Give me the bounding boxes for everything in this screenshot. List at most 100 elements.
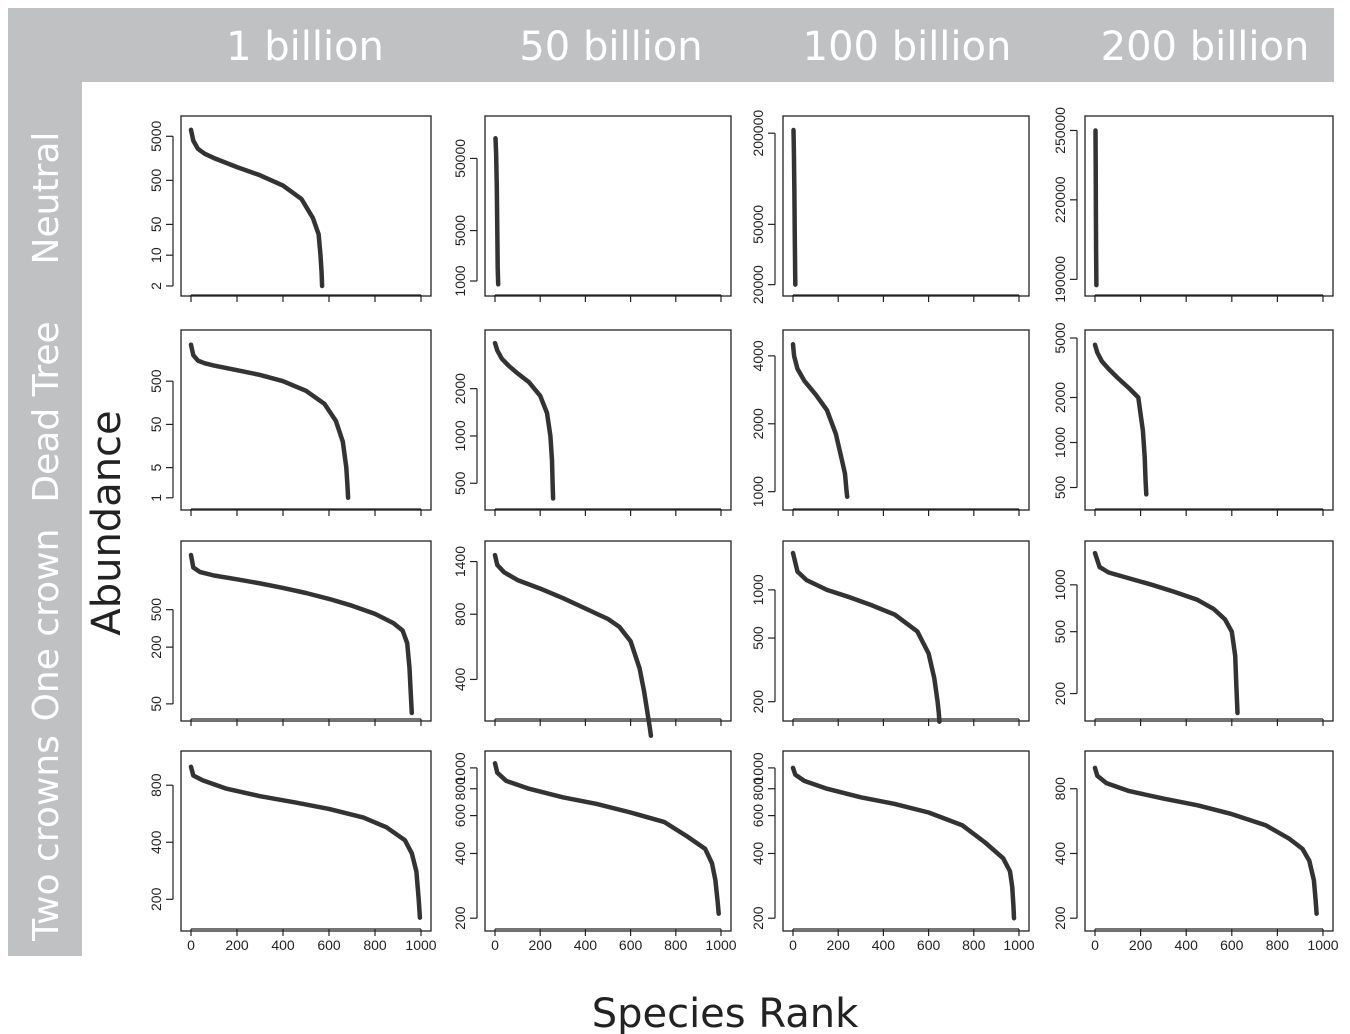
- panel-2-1: 1 5 50 500: [148, 329, 432, 516]
- panel-1-4: 190000 220000 250000: [1052, 107, 1334, 303]
- y-axis-title: Abundance: [84, 410, 130, 635]
- row-label-2: Dead Tree: [26, 321, 67, 502]
- panel-1-2: 1000 5000 50000: [452, 115, 732, 302]
- column-header-band: [8, 8, 1334, 82]
- row-label-4: Two crowns: [26, 735, 67, 942]
- y-tick-label: 500: [148, 598, 164, 622]
- x-tick-label: 0: [187, 937, 195, 953]
- series-line: [790, 550, 942, 724]
- panel-4-1: 0 200 400 600 800 1000 200 400 800: [148, 750, 437, 953]
- series-line: [790, 765, 1017, 921]
- y-tick-label: 200: [1052, 906, 1068, 930]
- panel-1-1: 2 10 50 500 5000: [148, 115, 432, 302]
- panel-frame: [180, 115, 432, 297]
- column-header-2: 50 billion: [519, 24, 702, 70]
- panel-frame: [782, 115, 1030, 297]
- series-line: [188, 342, 351, 501]
- panel-2-3: 1000 2000 4000: [750, 329, 1030, 516]
- series-line: [1092, 550, 1240, 716]
- y-tick-label: 500: [148, 369, 164, 393]
- panel-3-4: 200 500 1000: [1052, 540, 1334, 726]
- y-tick-label: 500: [750, 626, 766, 650]
- y-tick-label: 800: [750, 777, 766, 801]
- y-tick-label: 1000: [750, 476, 766, 507]
- y-tick-label: 190000: [1052, 256, 1068, 303]
- y-tick-label: 200: [148, 887, 164, 911]
- x-tick-label: 0: [491, 937, 499, 953]
- y-tick-label: 5: [148, 464, 164, 472]
- y-tick-label: 50: [148, 696, 164, 712]
- y-tick-label: 5000: [148, 121, 164, 152]
- x-axis-title: Species Rank: [592, 991, 859, 1034]
- series-line: [1092, 765, 1319, 916]
- series-line: [188, 552, 415, 716]
- panel-2-4: 500 1000 2000 5000: [1052, 322, 1334, 516]
- x-tick-label: 1000: [1307, 937, 1338, 953]
- panel-3-1: 50 200 500: [148, 540, 432, 726]
- x-tick-label: 1000: [405, 937, 436, 953]
- panel-frame: [782, 329, 1030, 511]
- panel-frame: [1084, 115, 1334, 297]
- x-tick-label: 1000: [705, 937, 736, 953]
- y-tick-label: 250000: [1052, 107, 1068, 154]
- x-tick-label: 600: [917, 937, 941, 953]
- y-tick-label: 400: [1052, 842, 1068, 866]
- x-tick-label: 200: [1129, 937, 1153, 953]
- y-tick-label: 800: [452, 777, 468, 801]
- y-tick-label: 800: [452, 602, 468, 626]
- series-line: [188, 127, 325, 289]
- y-tick-label: 400: [452, 842, 468, 866]
- y-tick-label: 50000: [452, 139, 468, 178]
- y-tick-label: 2: [148, 282, 164, 290]
- y-tick-label: 50: [148, 216, 164, 232]
- y-tick-label: 10: [148, 247, 164, 263]
- y-tick-label: 50000: [750, 205, 766, 244]
- panel-frame: [782, 750, 1030, 932]
- y-tick-label: 20000: [750, 265, 766, 304]
- series-line: [492, 761, 721, 916]
- y-tick-label: 2000: [750, 408, 766, 439]
- panel-3-2: 400 800 1400: [452, 540, 732, 738]
- y-tick-label: 1000: [1052, 569, 1068, 600]
- series-line: [1092, 342, 1149, 497]
- column-header-3: 100 billion: [803, 24, 1012, 70]
- panels-grid: 2105050050001000500050000200005000020000…: [148, 107, 1339, 953]
- panel-frame: [782, 540, 1030, 722]
- y-tick-label: 800: [1052, 777, 1068, 801]
- x-tick-label: 400: [574, 937, 598, 953]
- panel-frame: [484, 115, 732, 297]
- panel-frame: [1084, 540, 1334, 722]
- y-tick-label: 1000: [452, 752, 468, 783]
- y-tick-label: 400: [452, 668, 468, 692]
- row-label-band: [8, 8, 82, 956]
- y-tick-label: 1: [148, 494, 164, 502]
- series-line: [790, 342, 850, 499]
- series-line: [1093, 128, 1099, 288]
- x-tick-label: 0: [789, 937, 797, 953]
- x-tick-label: 800: [363, 937, 387, 953]
- x-tick-label: 800: [962, 937, 986, 953]
- x-tick-label: 800: [1266, 937, 1290, 953]
- y-tick-label: 600: [750, 804, 766, 828]
- series-line: [791, 127, 798, 287]
- x-tick-label: 200: [827, 937, 851, 953]
- panel-frame: [484, 750, 732, 932]
- x-tick-label: 1000: [1003, 937, 1034, 953]
- series-line: [188, 764, 423, 920]
- y-tick-label: 1000: [452, 420, 468, 451]
- y-tick-label: 500: [1052, 620, 1068, 644]
- panel-2-2: 500 1000 2000: [452, 329, 732, 516]
- y-tick-label: 200: [1052, 682, 1068, 706]
- y-tick-label: 500: [1052, 476, 1068, 500]
- panel-3-3: 200 500 1000: [750, 540, 1030, 726]
- y-tick-label: 500: [452, 471, 468, 495]
- row-label-1: Neutral: [26, 132, 67, 265]
- y-tick-label: 2000: [452, 373, 468, 404]
- y-tick-label: 200: [148, 635, 164, 659]
- column-header-1: 1 billion: [226, 24, 384, 70]
- x-tick-label: 800: [664, 937, 688, 953]
- y-tick-label: 5000: [452, 215, 468, 246]
- y-tick-label: 1400: [452, 546, 468, 577]
- y-tick-label: 200: [750, 906, 766, 930]
